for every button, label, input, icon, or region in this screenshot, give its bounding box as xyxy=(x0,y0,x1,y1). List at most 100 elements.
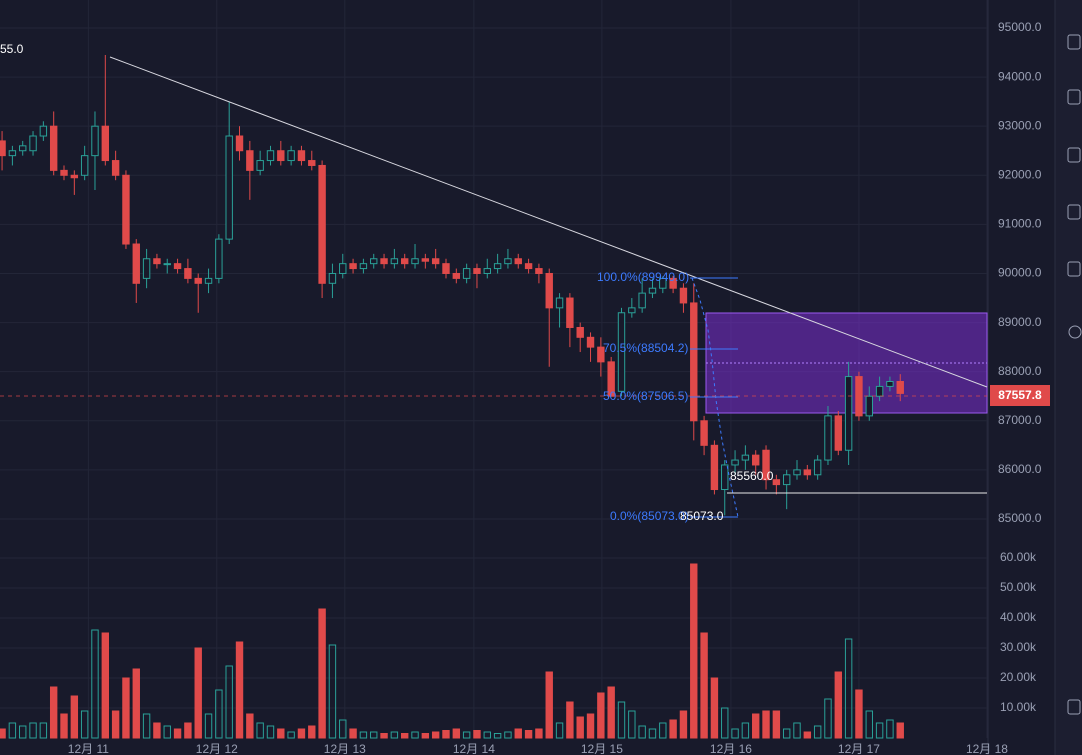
y-tick-label: 93000.0 xyxy=(998,118,1042,132)
volume-bar xyxy=(215,689,223,739)
volume-bar xyxy=(793,722,801,739)
volume-bar xyxy=(566,701,574,739)
y-tick-label: 90000.0 xyxy=(998,266,1042,280)
volume-bar xyxy=(597,692,605,739)
volume-bar xyxy=(246,713,254,739)
candle-body xyxy=(452,272,461,279)
candle-body xyxy=(370,258,378,265)
y2-tick-label: 20.00k xyxy=(1000,670,1037,684)
volume-bar xyxy=(297,728,306,739)
tool-icon[interactable] xyxy=(1068,325,1082,339)
candle-body xyxy=(886,381,894,387)
candle-body xyxy=(297,150,306,162)
volume-bar xyxy=(514,728,522,739)
candle-body xyxy=(308,160,316,166)
volume-bar xyxy=(731,728,739,739)
candle-body xyxy=(411,258,419,265)
candle-body xyxy=(132,243,140,284)
x-tick-label: 12月 11 xyxy=(68,742,109,755)
tool-icon[interactable] xyxy=(1067,699,1081,715)
candle-body xyxy=(318,164,326,284)
volume-bar xyxy=(287,731,295,739)
volume-bar xyxy=(493,733,502,739)
fib-trend xyxy=(691,277,739,518)
volume-bar xyxy=(659,722,667,739)
candle-body xyxy=(824,415,832,461)
x-tick-label: 12月 17 xyxy=(838,742,880,755)
candle-body xyxy=(896,381,904,394)
candle-body xyxy=(752,454,760,466)
candle-body xyxy=(793,469,801,476)
volume-bar xyxy=(586,713,595,739)
volume-bar xyxy=(194,647,202,739)
y-tick-label: 89000.0 xyxy=(998,315,1042,329)
candle-body xyxy=(359,263,368,270)
volume-bar xyxy=(813,725,822,739)
candle-body xyxy=(142,258,151,279)
y-tick-label: 88000.0 xyxy=(998,364,1042,378)
low-label: 85073.0 xyxy=(680,509,724,523)
volume-bar xyxy=(122,677,130,739)
trend-line[interactable] xyxy=(109,56,988,388)
tool-icon[interactable] xyxy=(1067,147,1081,163)
candle-body xyxy=(628,307,636,314)
volume-bar xyxy=(679,710,688,739)
candle-body xyxy=(514,258,522,265)
candle-body xyxy=(339,263,347,274)
candle-body xyxy=(566,297,574,328)
volume-bar xyxy=(19,725,27,739)
volume-bar xyxy=(431,731,440,739)
last-price-tag xyxy=(990,385,1050,406)
tool-icon[interactable] xyxy=(1067,261,1081,277)
volume-bar xyxy=(442,730,450,739)
candle-body xyxy=(844,376,853,451)
candle-body xyxy=(8,150,17,157)
candle-body xyxy=(803,469,812,476)
candle-body xyxy=(638,292,646,309)
tool-icon[interactable] xyxy=(1067,204,1081,220)
candle-body xyxy=(834,415,843,451)
volume-bar xyxy=(318,608,326,739)
candle-body xyxy=(235,135,244,152)
candle-body xyxy=(101,125,110,162)
candle-body xyxy=(597,346,605,363)
volume-bar xyxy=(91,629,99,739)
volume-bar xyxy=(504,731,512,739)
y-tick-label: 92000.0 xyxy=(998,167,1042,181)
volume-bar xyxy=(628,710,636,739)
volume-bar xyxy=(896,722,904,739)
volume-bar xyxy=(865,710,873,739)
candle-body xyxy=(204,277,213,284)
grid xyxy=(0,0,988,738)
candle-body xyxy=(493,263,502,270)
candle-body xyxy=(648,287,657,294)
candle-body xyxy=(225,135,233,240)
fib-label: 70.5%(88504.2) xyxy=(603,341,688,355)
volume-bar xyxy=(132,668,140,739)
volume-bar xyxy=(101,632,110,739)
volume-bar xyxy=(752,713,760,739)
tool-icon[interactable] xyxy=(1067,89,1081,105)
candle-body xyxy=(277,150,285,162)
volume-bar xyxy=(173,728,182,739)
fib-label: 50.0%(87506.5) xyxy=(603,389,688,403)
volume-bar xyxy=(483,731,491,739)
y-tick-label: 95000.0 xyxy=(998,20,1042,34)
candle-body xyxy=(669,277,677,289)
candle-body xyxy=(442,263,450,274)
volume-bar xyxy=(607,686,615,739)
y2-tick-label: 30.00k xyxy=(1000,640,1037,654)
y2-tick-label: 40.00k xyxy=(1000,610,1037,624)
toolbar xyxy=(1055,0,1082,755)
volume-bar xyxy=(669,719,677,739)
candle-body xyxy=(246,150,254,171)
y-tick-label: 85000.0 xyxy=(998,511,1042,525)
volume-bar xyxy=(359,731,368,739)
x-tick-label: 12月 14 xyxy=(453,742,495,755)
candle-body xyxy=(194,277,202,284)
tool-icon[interactable] xyxy=(1067,34,1081,50)
volume-bar xyxy=(524,730,533,739)
candle-body xyxy=(813,459,822,476)
candle-body xyxy=(122,174,130,245)
candle-body xyxy=(400,258,409,265)
